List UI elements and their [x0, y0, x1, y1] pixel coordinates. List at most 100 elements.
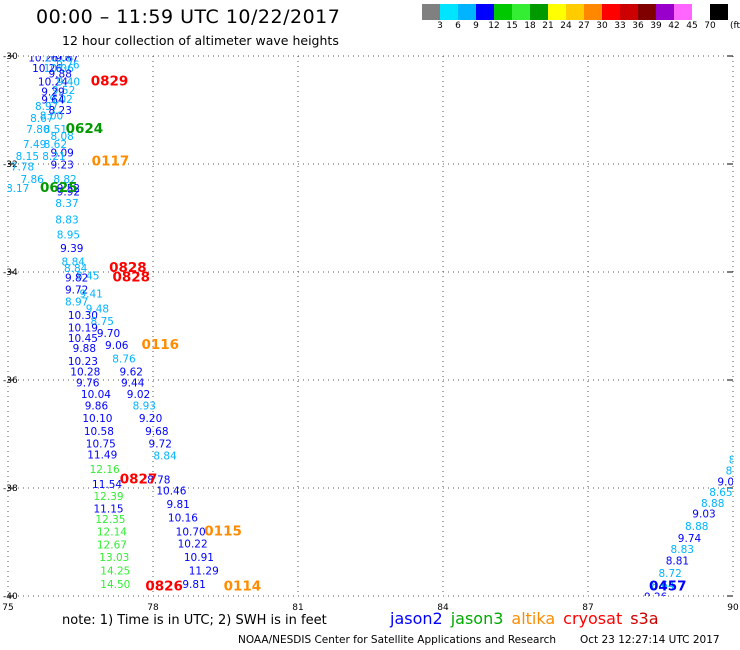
wave-height-label: 8.88 — [685, 521, 708, 533]
wave-height-label: 10.91 — [184, 552, 214, 564]
wave-height-label: 8.84 — [62, 257, 86, 269]
wave-height-label: 10.19 — [68, 322, 98, 334]
y-tick-label: -38 — [3, 484, 18, 494]
satellite-legend: jason2 jason3 altika cryosat s3a — [390, 609, 667, 628]
y-tick-label: -30 — [3, 52, 18, 62]
color-scale-label: 3 — [437, 21, 443, 31]
wave-height-label: 9.26 — [644, 591, 668, 603]
wave-height-label: 10.04 — [44, 52, 74, 64]
wave-height-label: 8.95 — [57, 230, 80, 242]
legend-altika: altika — [511, 609, 556, 628]
wave-height-label: 9.81 — [166, 499, 189, 511]
x-tick-label: 78 — [147, 603, 159, 613]
pass-time-label: 0625 — [40, 180, 78, 196]
color-swatch — [692, 4, 710, 20]
wave-height-label: 10.10 — [82, 413, 112, 425]
x-tick-label: 90 — [727, 603, 739, 613]
color-swatch — [422, 4, 440, 20]
y-tick-label: -32 — [3, 160, 18, 170]
color-swatch — [620, 4, 638, 20]
color-scale-label: 12 — [488, 21, 500, 31]
wave-height-label: 7.78 — [11, 161, 34, 173]
wave-height-label: 10.26 — [28, 52, 58, 64]
color-scale-label: 45 — [686, 21, 698, 31]
x-tick-label: 75 — [2, 603, 13, 613]
wave-height-label: 11.29 — [189, 565, 219, 577]
wave-height-label: 10.06 — [44, 63, 74, 75]
color-swatch — [566, 4, 584, 20]
color-scale-label: 21 — [542, 21, 554, 31]
chart-subtitle: 12 hour collection of altimeter wave hei… — [62, 33, 339, 48]
color-scale-label: 70 — [704, 21, 716, 31]
wave-height-label: 10.22 — [178, 538, 208, 550]
x-tick-label: 87 — [582, 603, 593, 613]
color-swatch — [494, 4, 512, 20]
color-scale-label: 27 — [578, 21, 590, 31]
wave-height-label: 8.17 — [6, 183, 29, 195]
wave-height-label: 10.70 — [176, 527, 206, 539]
wave-height-label: 9.76 — [56, 59, 80, 71]
wave-height-label: 8.64 — [651, 580, 675, 592]
wave-height-label: 8.67 — [30, 113, 53, 125]
credit-line: NOAA/NESDIS Center for Satellite Applica… — [238, 634, 556, 646]
wave-height-label: 8.45 — [76, 271, 99, 283]
wave-height-label: 8.82 — [53, 174, 76, 186]
wave-height-label: 9.02 — [49, 94, 72, 106]
wave-height-label: 8.81 — [666, 556, 689, 568]
legend-jason3: jason3 — [450, 609, 504, 628]
pass-time-label: 0827 — [120, 472, 158, 488]
wave-height-label: 10.46 — [156, 485, 186, 497]
pass-time-label: 0115 — [204, 524, 242, 540]
wave-height-label: 8.62 — [44, 139, 67, 151]
wave-height-label: 10.75 — [86, 439, 116, 451]
color-swatch — [440, 4, 458, 20]
color-scale-label: 39 — [650, 21, 662, 31]
legend-s3a: s3a — [630, 609, 659, 628]
wave-height-label: 8.84 — [64, 263, 88, 275]
wave-height-label: 9.06 — [105, 340, 129, 352]
color-scale-label: 33 — [614, 21, 626, 31]
footnote: note: 1) Time is in UTC; 2) SWH is in fe… — [62, 613, 327, 628]
wave-height-label: 9.23 — [50, 159, 73, 171]
wave-height-label: 9.39 — [60, 243, 83, 255]
pass-time-label: 0114 — [224, 579, 262, 595]
wave-height-label: 8.97 — [65, 296, 88, 308]
color-scale-label: 30 — [596, 21, 608, 31]
wave-height-label: 10.04 — [81, 389, 111, 401]
wave-height-label: 8.08 — [50, 131, 73, 143]
wave-height-label: 11.49 — [87, 449, 117, 461]
wave-height-label: 8.75 — [91, 316, 114, 328]
wave-height-label: 9.52 — [52, 85, 75, 97]
color-swatch — [656, 4, 674, 20]
wave-height-label: 9.88 — [49, 69, 72, 81]
wave-height-label: 8.88 — [701, 498, 724, 510]
wave-height-label: 9.48 — [86, 304, 109, 316]
wave-height-label: 9.62 — [120, 367, 143, 379]
wave-height-label: 9.40 — [57, 77, 80, 89]
wave-height-label: 14.25 — [100, 565, 130, 577]
color-swatch — [548, 4, 566, 20]
wave-height-label: 11.54 — [92, 479, 122, 491]
generated-timestamp: Oct 23 12:27:14 UTC 2017 — [580, 634, 720, 646]
color-swatch — [674, 4, 692, 20]
wave-height-label: 9.72 — [65, 285, 88, 297]
pass-time-label: 0828 — [112, 270, 150, 286]
wave-height-label: 9.81 — [182, 579, 205, 591]
wave-height-label: 10.26 — [32, 63, 62, 75]
color-scale-label: 6 — [455, 21, 461, 31]
wave-height-label: 9.64 — [41, 95, 65, 107]
y-tick-label: -36 — [3, 376, 18, 386]
wave-height-label: 10.58 — [84, 426, 114, 438]
wave-height-label: 9.02 — [127, 389, 150, 401]
color-scale-label: 42 — [668, 21, 680, 31]
x-tick-label: 81 — [292, 603, 303, 613]
wave-height-label: 9.74 — [678, 533, 702, 545]
wave-height-label: 12.16 — [90, 464, 120, 476]
wave-height-label: 9.86 — [85, 401, 109, 413]
color-swatch — [638, 4, 656, 20]
color-scale-label: 24 — [560, 21, 572, 31]
wave-height-label: 9.72 — [149, 439, 172, 451]
wave-height-label: 9.88 — [73, 343, 96, 355]
wave-height-label: 10.28 — [70, 367, 100, 379]
